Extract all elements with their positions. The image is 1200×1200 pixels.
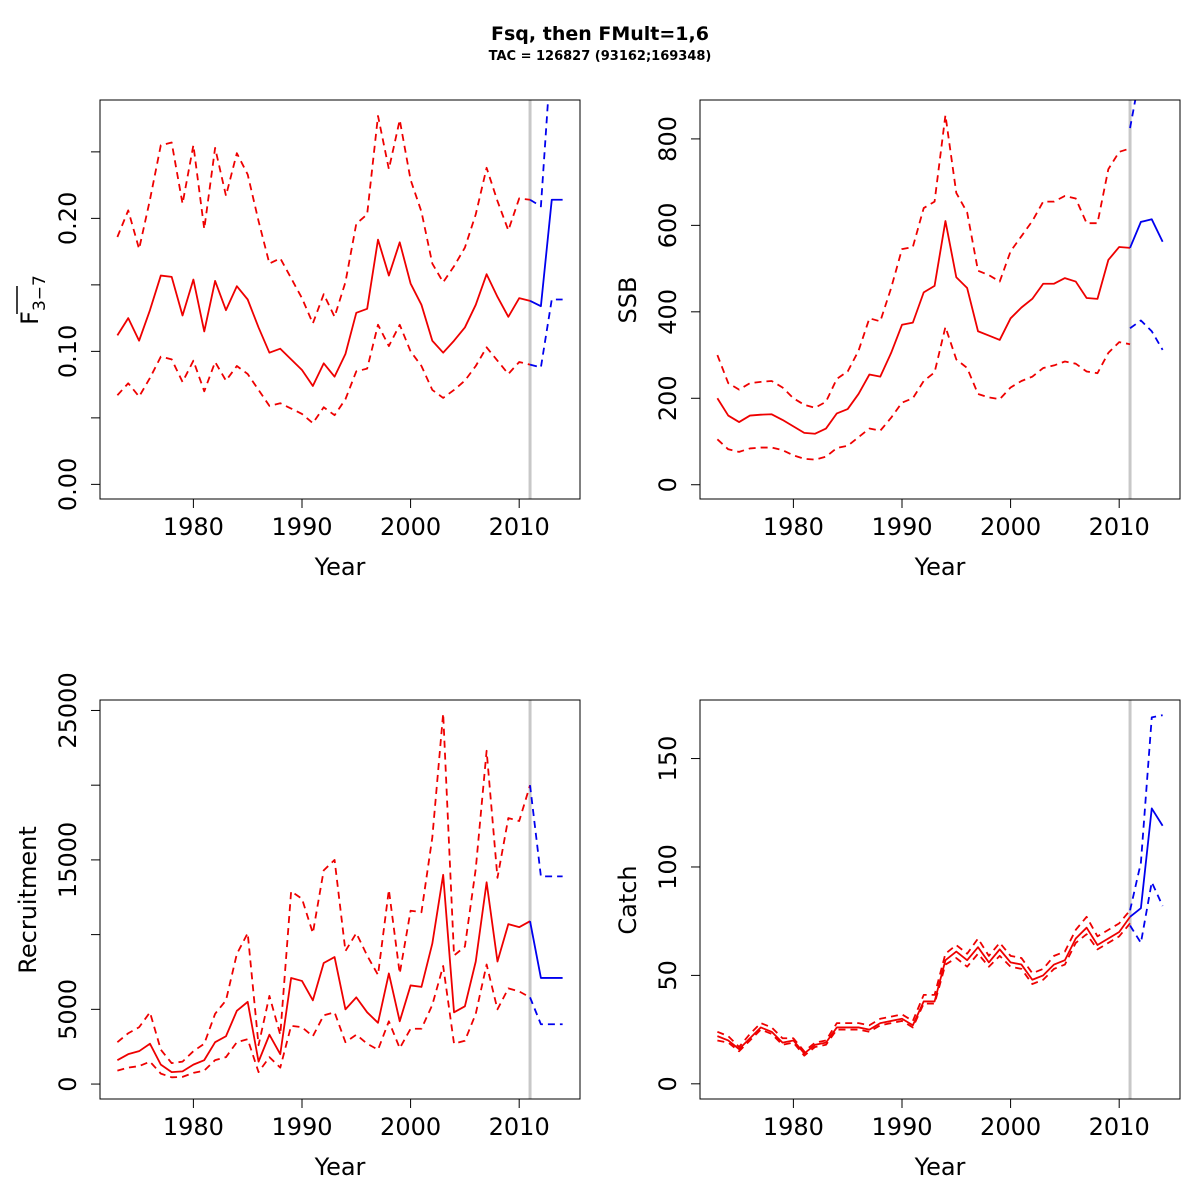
panel-fbar-estimate-dashed-line-2 (116, 323, 531, 425)
panel-fbar-ytick-label-2: 0.10 (54, 325, 82, 378)
panel-fbar-ylabel-text: F (16, 311, 44, 325)
panel-ssb-xlabel: Year (914, 553, 966, 581)
panel-ssb-xtick-label-2010: 2010 (1089, 513, 1150, 541)
panel-recruitment-forecast-dashed-line-4 (529, 785, 563, 878)
panel-ssb-estimate-solid-line-0 (716, 220, 1131, 435)
panel-ssb-forecast-solid-line-3 (1129, 218, 1164, 249)
figure-subtitle: TAC = 126827 (93162;169348) (489, 49, 712, 64)
panel-fbar-xlabel: Year (314, 553, 366, 581)
panel-fbar-ylabel-subscript: 3−7 (30, 275, 50, 311)
panel-catch-ytick-label-2: 100 (654, 844, 682, 890)
panel-recruitment-ytick-label-1: 5000 (54, 979, 82, 1040)
panel-fbar-estimate-dashed-line-1 (116, 115, 531, 325)
panel-fbar-series-group (116, 100, 563, 425)
panel-recruitment-xtick-label-2010: 2010 (489, 1113, 550, 1141)
panel-catch-estimate-dashed-line-1 (717, 909, 1131, 1053)
panel-recruitment-xlabel: Year (314, 1153, 366, 1181)
panel-ssb-frame (699, 99, 1181, 500)
panel-fbar-forecast-dashed-line-5 (529, 298, 563, 369)
panel-ssb-ytick-label-1: 200 (654, 375, 682, 421)
panel-ssb-ytick-label-4: 800 (654, 116, 682, 162)
panel-ssb-xtick-label-1990: 1990 (871, 513, 932, 541)
panel-recruitment-estimate-dashed-line-1 (116, 712, 531, 1065)
panel-catch-forecast-solid-line-3 (1129, 807, 1164, 918)
panel-recruitment-ytick-label-0: 0 (54, 1076, 82, 1091)
panel-fbar-ytick-label-0: 0.00 (54, 458, 82, 511)
panel-catch-series-group (717, 714, 1164, 1057)
panel-recruitment-estimate-dashed-line-2 (117, 963, 531, 1079)
panel-fbar: Year F3−7 1980 1990 2000 2010 0.00 0.10 0.20 (16, 99, 581, 581)
panel-ssb: Year SSB 1980 1990 2000 2010 0 200 400 600 800 (614, 99, 1181, 581)
panel-fbar-ytick-label-4: 0.20 (54, 192, 82, 245)
panel-recruitment-estimate-solid-line-0 (116, 873, 531, 1073)
panel-recruitment-ylabel: Recruitment (14, 826, 42, 973)
panel-recruitment-frame (99, 699, 581, 1100)
panel-ssb-estimate-dashed-line-1 (716, 114, 1131, 409)
panel-ssb-series-group (716, 100, 1164, 461)
panel-fbar-xtick-label-1980: 1980 (163, 513, 224, 541)
panel-ssb-xtick-label-2000: 2000 (980, 513, 1041, 541)
panel-fbar-xtick-label-1990: 1990 (271, 513, 332, 541)
panel-ssb-ylabel: SSB (614, 277, 642, 324)
panel-recruitment-xtick-label-1990: 1990 (271, 1113, 332, 1141)
panel-fbar-forecast-solid-line-3 (529, 198, 563, 308)
panel-catch-ytick-label-3: 150 (654, 736, 682, 782)
panel-catch-forecast-dashed-line-5 (1129, 881, 1164, 944)
panel-recruitment-ytick-label-5: 25000 (54, 672, 82, 748)
panel-catch-xlabel: Year (914, 1153, 966, 1181)
panel-fbar-ylabel: F3−7 (16, 275, 50, 325)
panel-recruitment-forecast-solid-line-3 (529, 921, 563, 979)
panel-catch-estimate-dashed-line-2 (717, 922, 1131, 1057)
figure-title: Fsq, then FMult=1,6 (491, 23, 709, 45)
panel-catch-estimate-solid-line-0 (717, 916, 1131, 1055)
panel-recruitment-series-group (116, 712, 563, 1079)
panel-catch-xtick-label-2000: 2000 (980, 1113, 1041, 1141)
panel-fbar-xtick-label-2000: 2000 (380, 513, 441, 541)
panel-ssb-ytick-label-3: 600 (654, 202, 682, 248)
panel-recruitment-forecast-dashed-line-5 (529, 997, 563, 1026)
panel-catch-frame (699, 699, 1181, 1100)
panel-catch-xtick-label-2010: 2010 (1089, 1113, 1150, 1141)
panel-fbar-frame (99, 99, 581, 500)
panel-catch-forecast-dashed-line-4 (1129, 714, 1163, 911)
panel-fbar-estimate-solid-line-0 (116, 238, 531, 387)
panel-catch: Year Catch 1980 1990 2000 2010 0 50 100 150 (614, 699, 1181, 1181)
panel-recruitment: Year Recruitment 1980 1990 2000 2010 0 5000 15… (14, 672, 581, 1181)
panel-catch-ytick-label-0: 0 (654, 1076, 682, 1091)
panel-recruitment-xtick-label-2000: 2000 (380, 1113, 441, 1141)
panel-ssb-ytick-label-0: 0 (654, 477, 682, 492)
panel-fbar-forecast-dashed-line-4 (529, 100, 549, 208)
panel-catch-xtick-label-1990: 1990 (871, 1113, 932, 1141)
panel-ssb-forecast-dashed-line-4 (1129, 100, 1137, 129)
panel-recruitment-ytick-label-3: 15000 (54, 822, 82, 898)
panel-catch-ylabel: Catch (614, 865, 642, 934)
svg-text:F3−7: F3−7 (16, 275, 50, 325)
panel-catch-ytick-label-1: 50 (654, 960, 682, 991)
panel-ssb-ytick-label-2: 400 (654, 289, 682, 335)
panel-catch-xtick-label-1980: 1980 (763, 1113, 824, 1141)
panel-fbar-xtick-label-2010: 2010 (489, 513, 550, 541)
panel-recruitment-xtick-label-1980: 1980 (163, 1113, 224, 1141)
panel-ssb-forecast-dashed-line-5 (1129, 319, 1164, 351)
panel-ssb-xtick-label-1980: 1980 (763, 513, 824, 541)
panel-ssb-estimate-dashed-line-2 (716, 326, 1131, 461)
